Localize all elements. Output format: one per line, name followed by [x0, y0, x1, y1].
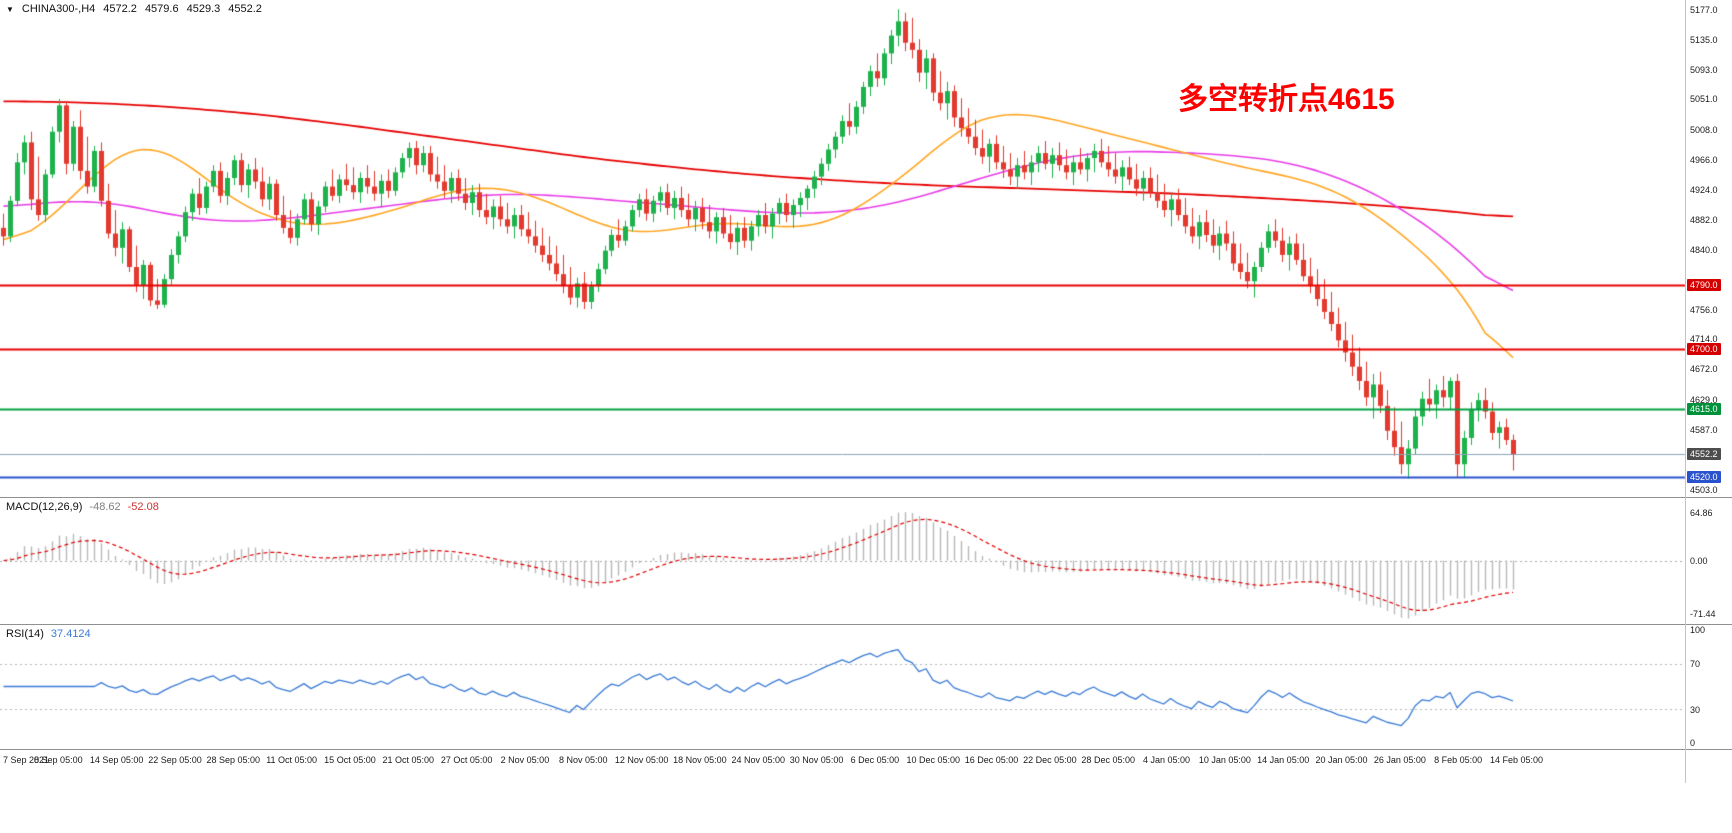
time-tick: 8 Feb 05:00: [1434, 755, 1483, 765]
time-tick: 26 Jan 05:00: [1373, 755, 1426, 765]
time-tick: 10 Jan 05:00: [1198, 755, 1251, 765]
close-value: 4552.2: [228, 3, 262, 15]
time-tick: 28 Sep 05:00: [206, 755, 261, 765]
time-tick: 6 Dec 05:00: [850, 755, 900, 765]
time-tick: 16 Dec 05:00: [964, 755, 1019, 765]
main-chart-panel: ▼ CHINA300-,H4 4572.2 4579.6 4529.3 4552…: [0, 0, 1732, 497]
time-tick: 28 Dec 05:00: [1081, 755, 1135, 765]
candlestick-chart-canvas[interactable]: [0, 0, 1732, 497]
time-tick: 14 Jan 05:00: [1257, 755, 1310, 765]
time-tick: 14 Sep 05:00: [89, 755, 144, 765]
time-tick: 21 Oct 05:00: [382, 755, 435, 765]
rsi-panel: RSI(14) 37.4124 100 70 30 0: [0, 624, 1732, 749]
time-tick: 15 Oct 05:00: [324, 755, 376, 765]
time-tick: 10 Dec 05:00: [906, 755, 960, 765]
time-axis[interactable]: 7 Sep 2021 8 Sep 05:00 14 Sep 05:00 22 Sep …: [0, 749, 1732, 780]
rsi-canvas[interactable]: [0, 625, 1732, 748]
time-tick: 22 Sep 05:00: [148, 755, 202, 765]
macd-signal-value: -52.08: [127, 501, 159, 513]
axis-separator-line: [1685, 0, 1686, 783]
time-tick: 27 Oct 05:00: [440, 755, 493, 765]
time-tick: 7 Sep 2021: [3, 755, 50, 765]
high-value: 4579.6: [144, 3, 179, 15]
chart-header: ▼ CHINA300-,H4 4572.2 4579.6 4529.3 4552…: [6, 3, 262, 15]
time-tick: 24 Nov 05:00: [731, 755, 786, 765]
macd-panel: MACD(12,26,9) -48.62 -52.08 64.86 0.00 -71…: [0, 497, 1732, 624]
rsi-header: RSI(14) 37.4124: [6, 628, 91, 640]
macd-header: MACD(12,26,9) -48.62 -52.08: [6, 501, 159, 513]
time-tick: 4 Jan 05:00: [1143, 755, 1191, 765]
time-tick: 30 Nov 05:00: [789, 755, 844, 765]
annotation-text: 多空转折点4615: [1178, 83, 1395, 116]
time-tick: 12 Nov 05:00: [614, 755, 669, 765]
time-tick: 22 Dec 05:00: [1023, 755, 1077, 765]
time-tick: 11 Oct 05:00: [266, 755, 318, 765]
rsi-name-label: RSI(14): [6, 628, 44, 640]
open-value: 4572.2: [103, 3, 137, 15]
symbol-marker-icon: ▼: [6, 4, 14, 14]
time-tick: 2 Nov 05:00: [500, 755, 550, 765]
time-tick: 8 Nov 05:00: [558, 755, 608, 765]
time-tick: 18 Nov 05:00: [673, 755, 727, 765]
low-value: 4529.3: [186, 3, 221, 15]
time-tick: 8 Sep 05:00: [34, 755, 83, 765]
macd-name-label: MACD(12,26,9): [6, 501, 83, 513]
macd-canvas[interactable]: [0, 498, 1732, 623]
macd-main-value: -48.62: [89, 501, 121, 513]
symbol-timeframe-label: CHINA300-,H4: [21, 3, 96, 15]
time-tick: 14 Feb 05:00: [1489, 755, 1544, 765]
rsi-value: 37.4124: [50, 628, 91, 640]
time-tick: 20 Jan 05:00: [1315, 755, 1368, 765]
